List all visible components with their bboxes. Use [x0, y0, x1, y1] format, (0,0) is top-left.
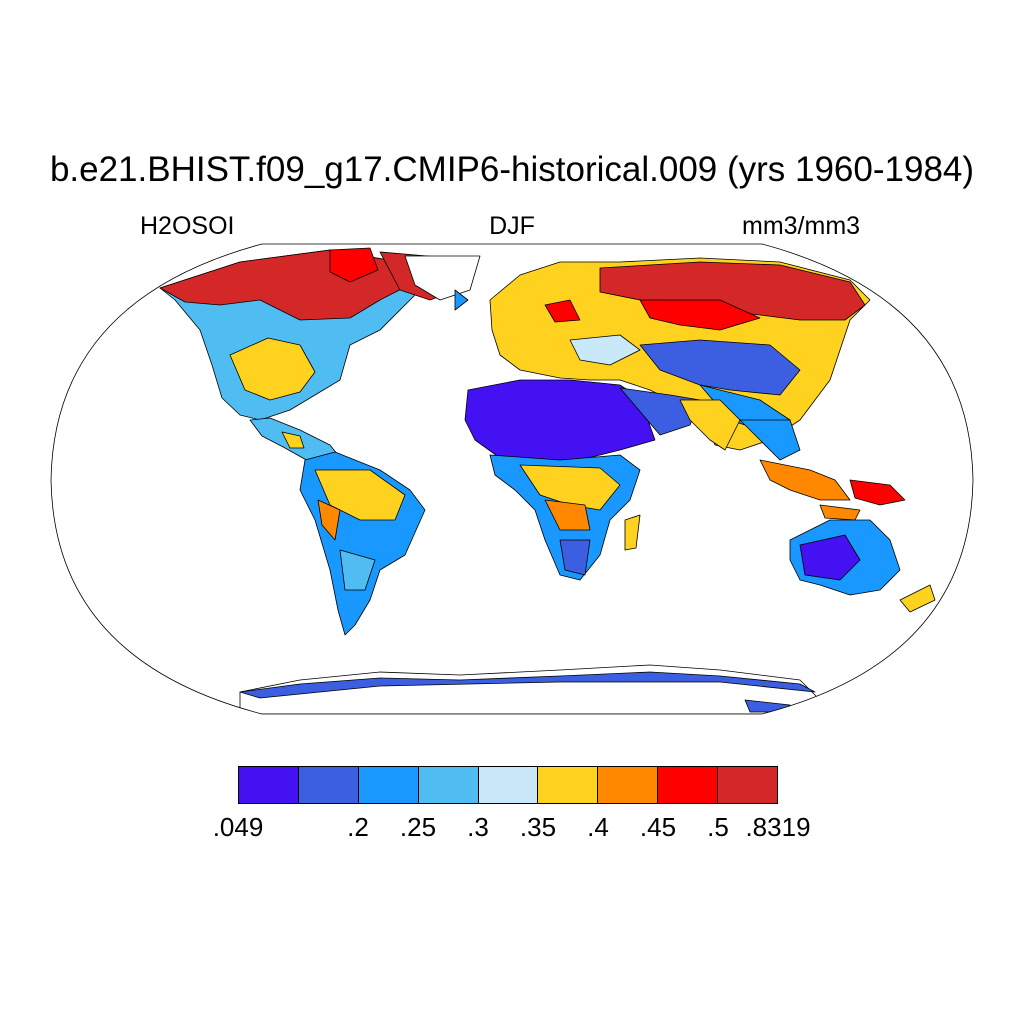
colorbar-tick-label: .25: [399, 812, 437, 842]
colorbar-swatch: [418, 767, 479, 803]
variable-label: H2OSOI: [140, 212, 235, 240]
plot-title: b.e21.BHIST.f09_g17.CMIP6-historical.009…: [49, 150, 975, 189]
colorbar-swatch: [598, 767, 659, 803]
africa: [464, 379, 701, 581]
australia: [789, 519, 936, 613]
colorbar-swatch: [298, 767, 359, 803]
globe-outline: [50, 243, 974, 715]
south-asia: [679, 399, 906, 521]
colorbar-tick-label: .35: [519, 812, 557, 842]
colorbar-tick-label: .049: [212, 812, 264, 842]
colorbar-swatch: [358, 767, 419, 803]
colorbar-swatch: [718, 767, 778, 803]
colorbar: [238, 766, 778, 804]
colorbar-swatch: [239, 767, 299, 803]
colorbar-swatch: [658, 767, 719, 803]
colorbar-tick-label: .8319: [745, 812, 811, 842]
colorbar-tick-label: .2: [347, 812, 369, 842]
eurasia: [489, 257, 871, 451]
colorbar-tick-label: .5: [707, 812, 729, 842]
units-label: mm3/mm3: [742, 212, 861, 240]
colorbar-tick-label: .45: [639, 812, 677, 842]
greenland: [404, 255, 481, 311]
colorbar-tick-label: .3: [467, 812, 489, 842]
colorbar-swatch: [538, 767, 599, 803]
season-label: DJF: [489, 212, 535, 240]
colorbar-tick-label: .4: [587, 812, 609, 842]
colorbar-swatch: [478, 767, 539, 803]
antarctica: [239, 664, 821, 714]
south-america: [299, 451, 426, 636]
